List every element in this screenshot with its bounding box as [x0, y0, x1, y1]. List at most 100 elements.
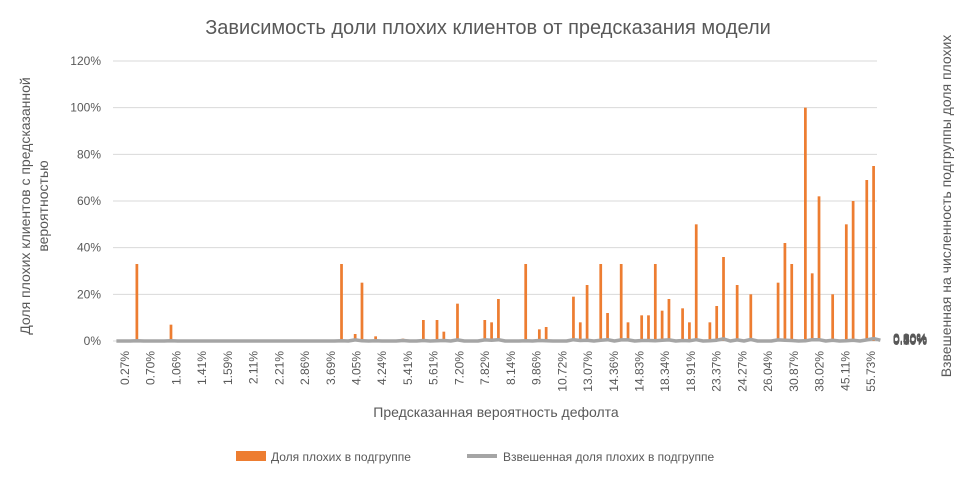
- left-axis-tick-label: 40%: [77, 241, 101, 255]
- bar: [783, 243, 787, 341]
- bar: [694, 224, 698, 341]
- bar: [810, 273, 814, 341]
- right-axis-tick-label: 0.40%: [893, 333, 927, 347]
- bar: [667, 299, 671, 341]
- x-axis-tick-label: 7.82%: [478, 351, 492, 385]
- left-axis-tick-label: 120%: [70, 54, 101, 68]
- left-axis-tick-label: 20%: [77, 287, 101, 301]
- x-axis-tick-label: 55.73%: [864, 351, 878, 392]
- legend-bar-label: Доля плохих в подгруппе: [271, 450, 411, 464]
- legend-bar-swatch: [236, 451, 266, 461]
- bar: [722, 257, 725, 341]
- left-axis-title-line: вероятностью: [35, 160, 51, 251]
- bar: [606, 313, 609, 341]
- x-axis-tick-label: 8.14%: [504, 351, 518, 385]
- x-axis-tick-label: 45.11%: [838, 351, 852, 391]
- bar: [442, 331, 446, 341]
- left-axis-title-line: Доля плохих клиентов с предсказанной: [17, 77, 33, 334]
- x-axis-tick-label: 4.05%: [350, 351, 364, 385]
- bar: [715, 306, 719, 341]
- x-axis-tick-label: 0.27%: [118, 351, 132, 385]
- x-axis-tick-label: 24.27%: [735, 351, 749, 392]
- right-axis-tick-label: 0.70%: [893, 332, 927, 346]
- bar: [619, 264, 623, 341]
- x-axis-tick-label: 7.20%: [452, 351, 466, 385]
- bar: [135, 264, 139, 341]
- bar: [578, 322, 582, 341]
- bar: [851, 201, 855, 341]
- left-axis-tick-label: 80%: [77, 147, 101, 161]
- bar: [572, 296, 575, 341]
- right-axis-tick-label: 0.30%: [893, 333, 927, 347]
- chart-title: Зависимость доли плохих клиентов от пред…: [205, 17, 771, 39]
- left-axis-tick-label: 60%: [77, 194, 101, 208]
- left-axis-title: Доля плохих клиентов с предсказанной веро…: [17, 77, 51, 334]
- bar-series: [135, 107, 875, 342]
- bar: [353, 334, 357, 341]
- x-axis-tick-label: 2.21%: [272, 351, 286, 385]
- bar: [844, 224, 848, 341]
- bar: [817, 196, 821, 341]
- bar: [688, 322, 691, 341]
- x-axis-tick-label: 38.02%: [813, 351, 827, 392]
- left-axis-tick-label: 0%: [84, 334, 102, 348]
- bar: [647, 315, 650, 341]
- bar: [749, 294, 753, 341]
- x-axis-tick-label: 4.24%: [375, 351, 389, 385]
- x-axis-tick-label: 3.69%: [324, 351, 338, 385]
- bar: [640, 315, 644, 341]
- right-axis-tick-label: 0.20%: [893, 333, 927, 347]
- x-axis-tick-label: 23.37%: [710, 351, 724, 392]
- bar: [653, 264, 657, 341]
- x-axis-tick-label: 5.41%: [401, 351, 415, 385]
- x-axis-tick-label: 1.59%: [221, 351, 235, 385]
- bar: [599, 264, 603, 341]
- bar: [735, 285, 739, 341]
- bar: [422, 320, 425, 341]
- right-axis-tick-label: 0.90%: [893, 331, 927, 345]
- bar: [374, 336, 377, 341]
- right-axis-title: Взвешенная на численность подгруппы доля…: [938, 35, 954, 378]
- right-axis-tick-label: 0.10%: [893, 334, 927, 348]
- legend: Доля плохих в подгруппе Взвешенная доля …: [236, 450, 714, 464]
- bar: [585, 285, 589, 341]
- bar: [804, 107, 807, 342]
- bar: [497, 299, 500, 341]
- bar: [483, 320, 487, 341]
- bar: [360, 282, 364, 341]
- bar: [490, 322, 493, 341]
- x-axis-tick-label: 0.70%: [144, 351, 158, 385]
- right-axis-tick-label: 0.60%: [893, 332, 927, 346]
- right-axis-tick-label: 0.80%: [893, 332, 927, 346]
- line-series: [116, 336, 881, 343]
- right-axis-ticks: 0.00%0.10%0.20%0.30%0.40%0.50%0.60%0.70%…: [893, 331, 927, 348]
- legend-line-label: Взвешенная доля плохих в подгруппе: [503, 450, 714, 464]
- x-axis-tick-label: 1.06%: [169, 351, 183, 385]
- x-axis-tick-label: 5.61%: [427, 351, 441, 385]
- bar: [537, 329, 541, 341]
- bar: [831, 294, 835, 341]
- bar: [790, 264, 794, 341]
- bar: [169, 324, 173, 341]
- x-axis-tick-label: 9.86%: [530, 351, 544, 385]
- right-axis-tick-label: 0.00%: [893, 334, 927, 348]
- bar: [544, 327, 548, 341]
- x-axis-ticks: 0.27% 0.70% 1.06% 1.41% 1.59% 2.11% 2.21% 2.86%…: [118, 351, 878, 392]
- x-axis-tick-label: 10.72%: [555, 351, 569, 392]
- bar: [660, 310, 664, 341]
- bar: [340, 264, 343, 341]
- bar: [865, 180, 869, 341]
- bar: [626, 322, 630, 341]
- x-axis-tick-label: 2.11%: [247, 351, 261, 384]
- x-axis-tick-label: 13.07%: [581, 351, 595, 392]
- right-axis-tick-label: 0.50%: [893, 332, 927, 346]
- x-axis-tick-label: 2.86%: [298, 351, 312, 385]
- bar: [524, 264, 528, 341]
- x-axis-tick-label: 14.83%: [633, 351, 647, 392]
- bar: [776, 282, 780, 341]
- bar: [872, 166, 875, 341]
- bar: [708, 322, 712, 341]
- x-axis-tick-label: 1.41%: [195, 351, 209, 385]
